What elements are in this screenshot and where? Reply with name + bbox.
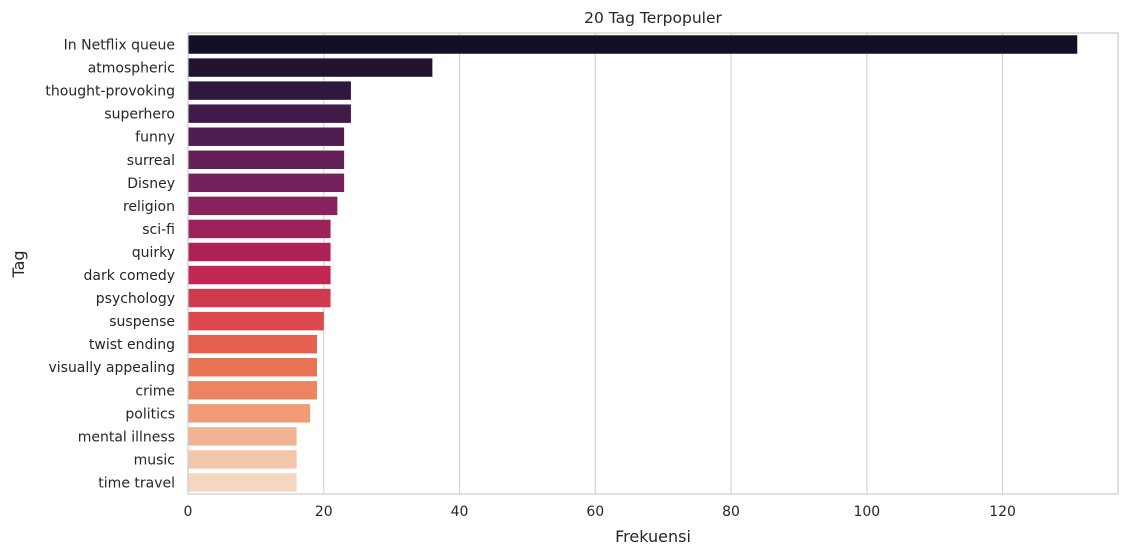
bar	[188, 288, 331, 308]
y-tick-label: atmospheric	[88, 61, 175, 77]
bar	[188, 58, 433, 77]
bar	[188, 358, 317, 377]
bar	[188, 104, 351, 123]
y-tick-label: quirky	[132, 245, 175, 261]
y-tick-label: dark comedy	[84, 268, 175, 284]
x-tick-label: 100	[853, 504, 880, 520]
bar	[188, 450, 297, 469]
y-tick-label: visually appealing	[48, 360, 175, 376]
y-tick-label: time travel	[98, 475, 175, 491]
y-axis-ticks: In Netflix queue atmospheric thought-provo…	[45, 38, 175, 492]
y-tick-label: religion	[123, 199, 175, 215]
axes-spines	[187, 32, 1119, 495]
y-axis-title: Tag	[9, 250, 28, 278]
y-tick-label: thought-provoking	[45, 84, 175, 100]
x-tick-label: 60	[586, 504, 604, 520]
y-tick-label: crime	[135, 383, 175, 399]
y-tick-label: politics	[125, 406, 175, 422]
x-tick-label: 120	[989, 504, 1016, 520]
bar	[188, 196, 338, 216]
y-tick-label: mental illness	[78, 429, 175, 445]
bar	[188, 404, 311, 423]
bar	[188, 127, 345, 146]
x-axis-title: Frekuensi	[615, 527, 691, 546]
y-tick-label: superhero	[104, 107, 175, 123]
bar	[188, 81, 351, 100]
plot-frame	[187, 32, 1119, 495]
bar	[188, 173, 345, 193]
grid-lines	[323, 33, 1004, 494]
bar	[188, 311, 324, 331]
bar	[188, 334, 317, 354]
x-tick-label: 20	[315, 504, 333, 520]
y-tick-label: funny	[135, 130, 175, 146]
y-tick-label: sci-fi	[142, 222, 175, 238]
bar	[188, 381, 317, 400]
x-axis-ticks: 0 20 40 60 80 100 120	[184, 504, 1016, 520]
bar	[188, 35, 1078, 54]
chart-title: 20 Tag Terpopuler	[584, 9, 722, 27]
bar	[188, 150, 345, 169]
y-tick-label: In Netflix queue	[64, 38, 175, 54]
y-tick-label: twist ending	[89, 337, 175, 353]
bar	[188, 265, 331, 285]
x-tick-label: 80	[722, 504, 740, 520]
bar	[188, 473, 297, 492]
y-tick-label: music	[134, 452, 175, 468]
y-tick-label: suspense	[109, 314, 175, 330]
y-tick-label: Disney	[127, 176, 175, 192]
bar	[188, 242, 331, 262]
y-tick-label: surreal	[127, 153, 175, 169]
bars	[188, 35, 1078, 492]
y-tick-label: psychology	[96, 291, 175, 307]
bar	[188, 427, 297, 446]
x-tick-label: 0	[184, 504, 193, 520]
x-tick-label: 40	[451, 504, 469, 520]
bar	[188, 219, 331, 239]
